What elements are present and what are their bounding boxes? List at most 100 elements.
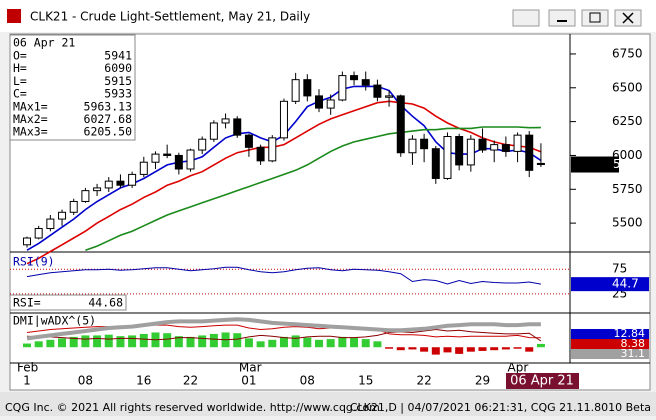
y-tick-label: 6000 [612, 148, 643, 162]
candle-body [151, 153, 160, 163]
rsi-value-title: RSI= [13, 296, 41, 310]
panel-title: DMI|wADX^(5) [13, 314, 96, 328]
info-box [9, 34, 136, 141]
status-bar [0, 392, 656, 416]
candle-body [373, 84, 382, 98]
dmi-last: 12.84 [614, 327, 646, 340]
candle-body [361, 79, 370, 86]
close-icon [622, 12, 634, 24]
candle-body [315, 95, 323, 109]
x-tick-label: 08 [300, 374, 315, 388]
dmi-last-box [571, 339, 649, 349]
histogram-bar [396, 347, 405, 351]
candle-body [174, 154, 183, 170]
histogram-bar [501, 347, 510, 350]
pin-button[interactable] [512, 9, 540, 27]
info-label: C= [13, 87, 27, 101]
candle-body [256, 146, 265, 162]
histogram-bar [268, 339, 277, 348]
moving-average-line [26, 100, 542, 265]
histogram-bar [373, 341, 382, 348]
candle-body [396, 95, 405, 154]
info-label: L= [13, 74, 27, 88]
candle-body [104, 180, 113, 189]
footer-right: CLK21,D | 04/07/2021 06:21:31, CQG 21.11… [350, 401, 651, 414]
histogram-bar [455, 347, 464, 354]
candle-body [233, 118, 242, 136]
month-label: Feb [17, 361, 38, 375]
histogram-bar [139, 333, 148, 348]
candle-body [244, 134, 253, 148]
candle-body [455, 136, 464, 166]
histogram-bar [163, 333, 172, 348]
histogram-bar [198, 335, 207, 348]
histogram-bar [443, 347, 452, 353]
histogram-bar [408, 347, 417, 350]
rsi-value: 44.68 [88, 296, 123, 310]
histogram-bar [233, 333, 242, 348]
histogram-bar [46, 339, 55, 348]
minimize-button[interactable] [548, 9, 576, 27]
candle-body [23, 237, 31, 246]
maximize-button[interactable] [581, 9, 609, 27]
histogram-bar [466, 347, 475, 352]
dmi-line [26, 328, 542, 342]
candle-body [291, 79, 300, 102]
footer-left: CQG Inc. © 2021 All rights reserved worl… [5, 401, 380, 414]
histogram-bar [244, 338, 253, 348]
rsi-value-box [9, 294, 127, 311]
rsi-line [26, 266, 541, 285]
candle-body [221, 118, 230, 124]
last-price-box [571, 156, 619, 173]
info-value: 5941 [104, 49, 132, 63]
dmi-line [26, 317, 541, 341]
candle-body [128, 173, 137, 186]
histogram-bar [69, 336, 78, 348]
info-label: O= [13, 49, 27, 63]
histogram-bar [338, 336, 347, 348]
histogram-bar [431, 347, 440, 355]
info-label: MAx3= [13, 125, 48, 139]
histogram-bar [303, 337, 312, 348]
candle-body [163, 153, 172, 156]
window-title: CLK21 - Crude Light-Settlement, May 21, … [30, 10, 310, 24]
candle-body [513, 134, 522, 152]
info-label: MAx2= [13, 112, 48, 126]
histogram-bar [513, 347, 522, 349]
last-price: 5933 [613, 157, 644, 171]
candle-body [466, 138, 475, 166]
candle-body [93, 187, 102, 192]
y-tick-label: 75 [612, 262, 627, 276]
candle-body [46, 218, 55, 230]
x-tick-label: 16 [136, 374, 151, 388]
histogram-bar [291, 335, 300, 348]
cursor-date: 06 Apr 21 [510, 374, 574, 389]
maximize-icon [589, 12, 601, 23]
candle-body [34, 228, 43, 239]
histogram-bar [23, 343, 31, 348]
dmi-last: 8.38 [621, 337, 646, 350]
y-tick-label: 5750 [612, 182, 643, 196]
rsi-last-box [571, 277, 649, 292]
candle-body [501, 144, 510, 152]
candle-body [350, 75, 359, 81]
candle-body [443, 136, 452, 179]
histogram-bar [326, 339, 335, 348]
x-tick-label: 01 [241, 374, 256, 388]
x-tick-label: 29 [475, 374, 490, 388]
histogram-bar [385, 347, 394, 349]
y-tick-label: 6750 [612, 46, 643, 60]
histogram-bar [209, 333, 218, 348]
moving-average-line [85, 126, 541, 251]
histogram-bar [525, 347, 534, 352]
dmi-last-box [571, 349, 649, 359]
app-icon [7, 9, 21, 23]
rsi-last: 44.7 [612, 277, 639, 291]
title-bar [0, 0, 656, 32]
candle-body [420, 138, 429, 150]
x-tick-label: 15 [358, 374, 373, 388]
histogram-bar [478, 347, 487, 351]
cursor-date-box [506, 373, 579, 389]
candle-body [478, 138, 487, 151]
